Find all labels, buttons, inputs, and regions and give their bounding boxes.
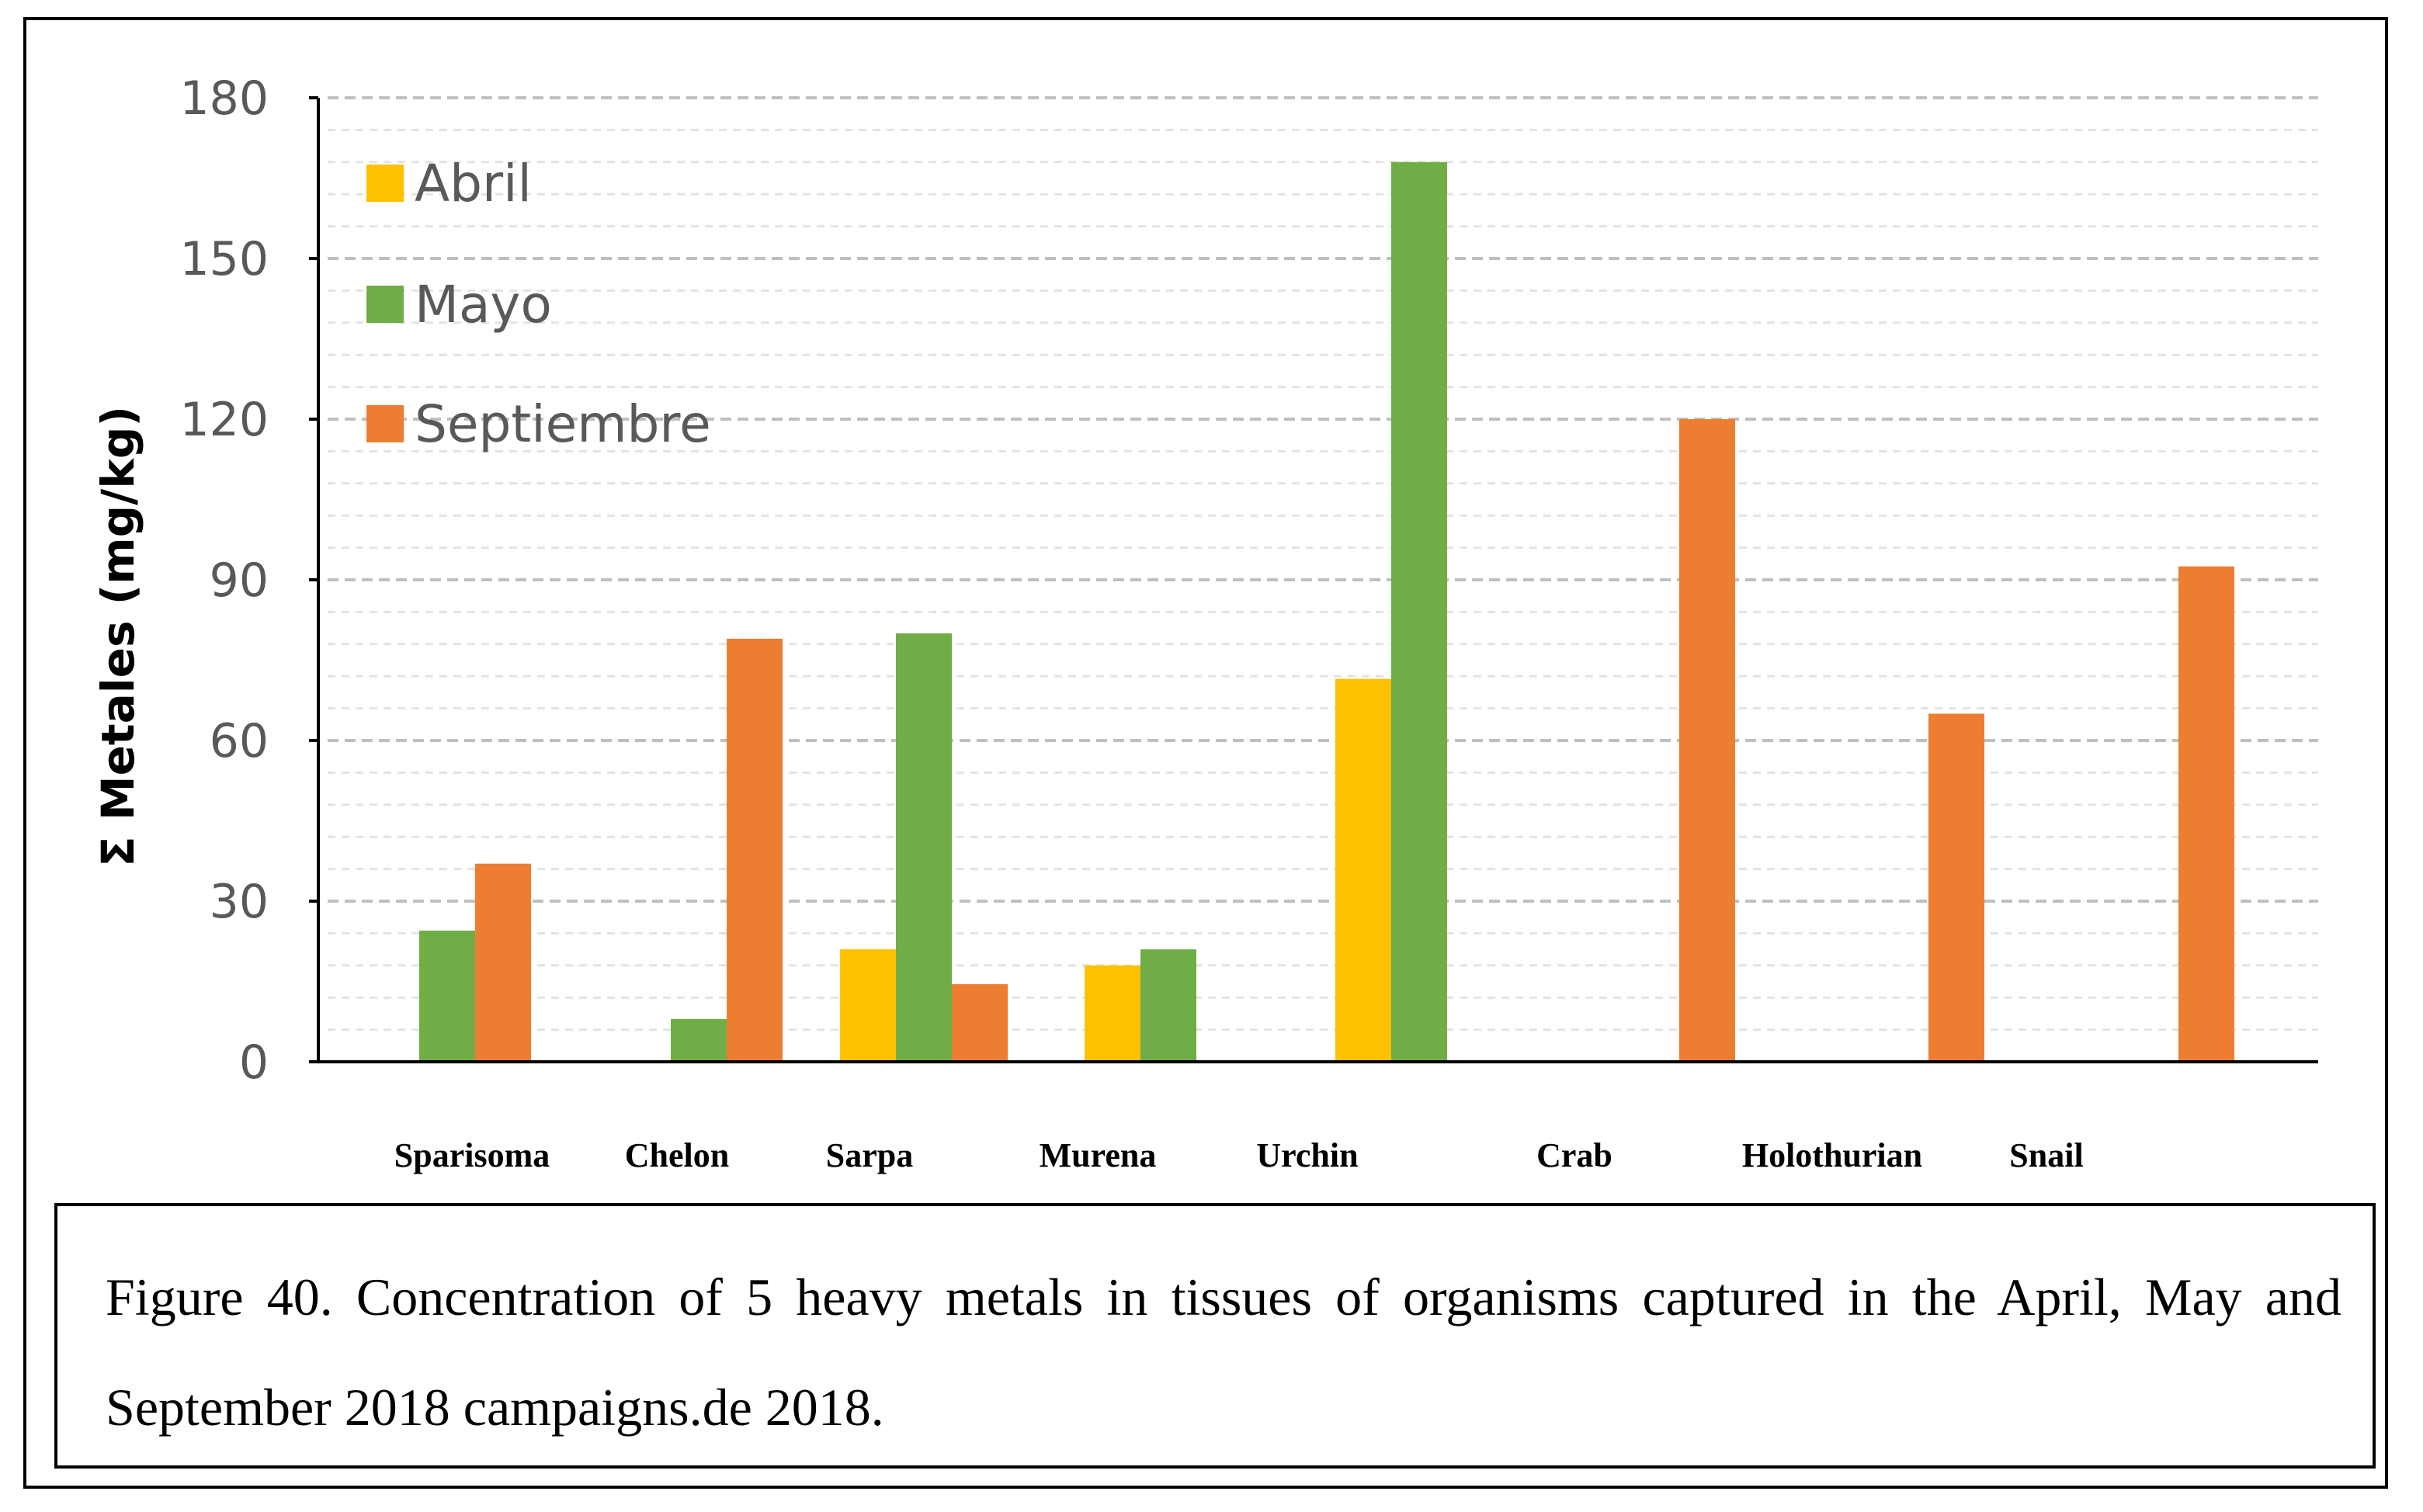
y-tick-label: 30 (210, 875, 269, 929)
legend-label-mayo: Mayo (415, 275, 552, 335)
y-tick-label: 150 (179, 232, 269, 286)
legend-swatch-abril (366, 165, 404, 202)
bar-abril (1335, 678, 1391, 1062)
legend-label-septiembre: Septiembre (415, 394, 711, 454)
figure-caption: Figure 40. Concentration of 5 heavy meta… (106, 1268, 2341, 1437)
category-label: Crab (1536, 1136, 1612, 1174)
bar-chart: 0 30 60 90 120 150 180 Sparisoma Chelon Sarpa Mur… (92, 71, 2318, 1174)
category-labels: Sparisoma Chelon Sarpa Murena Urchin Crab Holo… (394, 1136, 2084, 1174)
category-label: Urchin (1256, 1136, 1358, 1174)
y-tick-label: 90 (210, 553, 269, 608)
bar-septiembre (1679, 419, 1735, 1062)
category-label: Murena (1040, 1136, 1157, 1174)
bar-septiembre (475, 863, 531, 1062)
y-axis-title: Σ Metales (mg/kg) (92, 406, 144, 867)
bar-abril (840, 949, 896, 1062)
caption-box (54, 1203, 2376, 1469)
bar-mayo (1140, 949, 1196, 1062)
category-label: Holothurian (1742, 1136, 1922, 1174)
category-label: Sarpa (826, 1136, 913, 1174)
legend-swatch-mayo (366, 286, 404, 323)
legend-swatch-septiembre (366, 405, 404, 442)
bar-abril (1085, 965, 1140, 1062)
bar-mayo (1391, 161, 1447, 1062)
category-label: Sparisoma (394, 1136, 550, 1174)
figure-frame (23, 17, 2388, 1489)
y-tick-label: 60 (210, 714, 269, 768)
bar-mayo (671, 1018, 727, 1062)
y-tick-labels: 0 30 60 90 120 150 180 (179, 71, 318, 1090)
y-tick-label: 0 (239, 1035, 269, 1090)
y-tick-label: 180 (179, 71, 269, 126)
bar-mayo (419, 930, 475, 1062)
bar-mayo (896, 633, 952, 1062)
bar-septiembre (1928, 713, 1984, 1062)
bars (419, 161, 2234, 1062)
category-label: Snail (2009, 1136, 2083, 1174)
category-label: Chelon (625, 1136, 729, 1174)
bar-septiembre (2178, 566, 2234, 1062)
y-tick-label: 120 (179, 393, 269, 447)
legend-label-abril: Abril (415, 154, 532, 213)
legend: Abril Mayo Septiembre (366, 154, 711, 454)
grid-lines (328, 96, 2318, 1032)
bar-septiembre (727, 638, 783, 1062)
bar-septiembre (952, 983, 1008, 1062)
